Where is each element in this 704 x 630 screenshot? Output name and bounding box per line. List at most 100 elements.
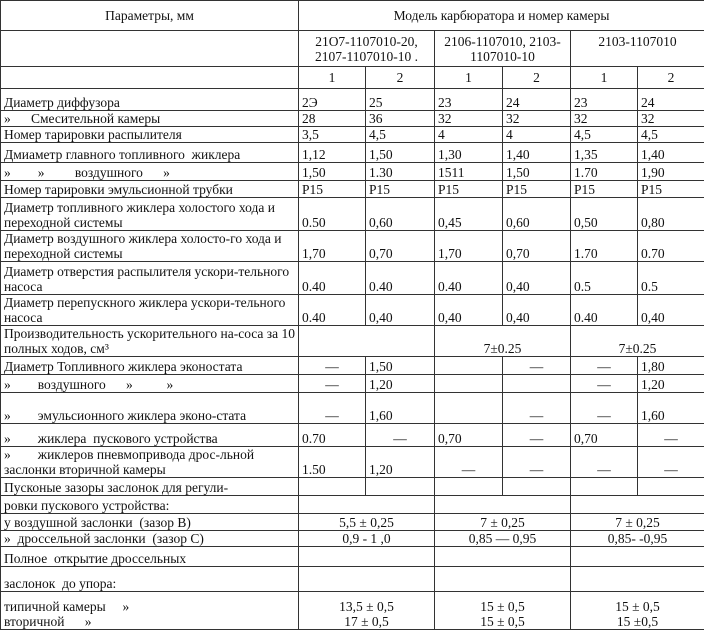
- table-row: Производительность ускорительного на-сос…: [1, 326, 704, 357]
- value-cell: 0.70: [299, 424, 366, 447]
- chamber-number: 2: [366, 67, 435, 89]
- value-cell: —: [503, 424, 571, 447]
- value-cell: —: [299, 357, 366, 375]
- value-cell: 23: [571, 89, 638, 111]
- table-row: Полное открытие дроссельных: [1, 547, 704, 567]
- value-cell: —: [571, 375, 638, 393]
- value-cell: 1,50: [299, 163, 366, 181]
- chamber-number: 1: [435, 67, 503, 89]
- parameter-label: Диаметр воздушного жиклера холосто-го хо…: [1, 231, 299, 262]
- value-cell: [435, 375, 503, 393]
- merged-value-cell: [299, 547, 435, 567]
- value-cell: 1.70: [571, 231, 638, 262]
- value-cell: 0,70: [366, 231, 435, 262]
- parameter-label: Дмиаметр главного топливного жиклера: [1, 143, 299, 163]
- value-cell: 0,45: [435, 198, 503, 231]
- value-cell: —: [638, 447, 704, 478]
- value-cell: 2Э: [299, 89, 366, 111]
- model-group-3: 2103-1107010: [571, 31, 704, 67]
- value-cell: 4: [435, 127, 503, 143]
- value-cell: —: [503, 393, 571, 424]
- chamber-number: 1: [571, 67, 638, 89]
- value-cell: 32: [638, 111, 704, 127]
- table-row: у воздушной заслонки (зазор В)5,5 ± 0,25…: [1, 514, 704, 531]
- value-cell: 1,60: [366, 393, 435, 424]
- value-cell: —: [299, 375, 366, 393]
- value-cell: 23: [435, 89, 503, 111]
- value-cell: 0,40: [435, 295, 503, 326]
- table-row: Пусконые зазоры заслонок для регули-: [1, 478, 704, 496]
- value-cell: [299, 478, 366, 496]
- parameter-label: Номер тарировки эмульсионной трубки: [1, 181, 299, 198]
- value-cell: [571, 478, 638, 496]
- value-cell: 1,12: [299, 143, 366, 163]
- value-cell: [503, 478, 571, 496]
- merged-value-cell: [435, 496, 571, 514]
- value-cell: —: [299, 393, 366, 424]
- value-cell: P15: [571, 181, 638, 198]
- parameter-label: заслонок до упора:: [1, 567, 299, 592]
- value-cell: 0,60: [503, 198, 571, 231]
- table-row: Диаметр перепускного жиклера ускори-тель…: [1, 295, 704, 326]
- value-cell: 0,60: [366, 198, 435, 231]
- table-row: Диаметр Топливного жиклера эконостата—1,…: [1, 357, 704, 375]
- table-row: Диаметр воздушного жиклера холосто-го хо…: [1, 231, 704, 262]
- value-cell: 1,30: [435, 143, 503, 163]
- value-cell: 0,70: [503, 231, 571, 262]
- parameter-label: типичной камеры » вторичной »: [1, 592, 299, 630]
- value-cell: 25: [366, 89, 435, 111]
- value-cell: 24: [503, 89, 571, 111]
- value-cell: 1,50: [366, 143, 435, 163]
- value-cell: —: [571, 393, 638, 424]
- parameter-label: Диаметр топливного жиклера холостого ход…: [1, 198, 299, 231]
- parameter-label: у воздушной заслонки (зазор В): [1, 514, 299, 531]
- table-row: » жиклеров пневмопривода дрос-льной засл…: [1, 447, 704, 478]
- value-cell: P15: [638, 181, 704, 198]
- value-cell: 1,70: [299, 231, 366, 262]
- parameter-label: ровки пускового устройства:: [1, 496, 299, 514]
- merged-value-cell: [299, 326, 435, 357]
- value-cell: 3,5: [299, 127, 366, 143]
- value-cell: 1,50: [503, 163, 571, 181]
- chamber-number: 2: [503, 67, 571, 89]
- value-cell: 0.50: [299, 198, 366, 231]
- value-cell: 4,5: [366, 127, 435, 143]
- value-cell: —: [571, 447, 638, 478]
- value-cell: 0.5: [638, 262, 704, 295]
- value-cell: 24: [638, 89, 704, 111]
- parameter-label: » воздушного » »: [1, 375, 299, 393]
- merged-value-cell: 15 ± 0,5 15 ± 0,5: [435, 592, 571, 630]
- value-cell: 36: [366, 111, 435, 127]
- value-cell: P15: [299, 181, 366, 198]
- parameter-label: Диаметр перепускного жиклера ускори-тель…: [1, 295, 299, 326]
- parameter-label: Номер тарировки распылителя: [1, 127, 299, 143]
- value-cell: 0.40: [366, 262, 435, 295]
- value-cell: 1,80: [638, 357, 704, 375]
- value-cell: 32: [571, 111, 638, 127]
- merged-value-cell: 13,5 ± 0,5 17 ± 0,5: [299, 592, 435, 630]
- value-cell: 0.70: [638, 231, 704, 262]
- value-cell: 4,5: [571, 127, 638, 143]
- merged-value-cell: [571, 496, 704, 514]
- value-cell: 1,90: [638, 163, 704, 181]
- value-cell: 0,70: [571, 424, 638, 447]
- value-cell: 0,70: [435, 424, 503, 447]
- value-cell: 0,40: [503, 295, 571, 326]
- merged-value-cell: [571, 547, 704, 567]
- parameter-label: Пусконые зазоры заслонок для регули-: [1, 478, 299, 496]
- value-cell: P15: [503, 181, 571, 198]
- value-cell: 0.40: [299, 262, 366, 295]
- value-cell: 1,35: [571, 143, 638, 163]
- table-row: ровки пускового устройства:: [1, 496, 704, 514]
- value-cell: [366, 478, 435, 496]
- merged-value-cell: [299, 567, 435, 592]
- table-row: заслонок до упора:: [1, 567, 704, 592]
- value-cell: 1,70: [435, 231, 503, 262]
